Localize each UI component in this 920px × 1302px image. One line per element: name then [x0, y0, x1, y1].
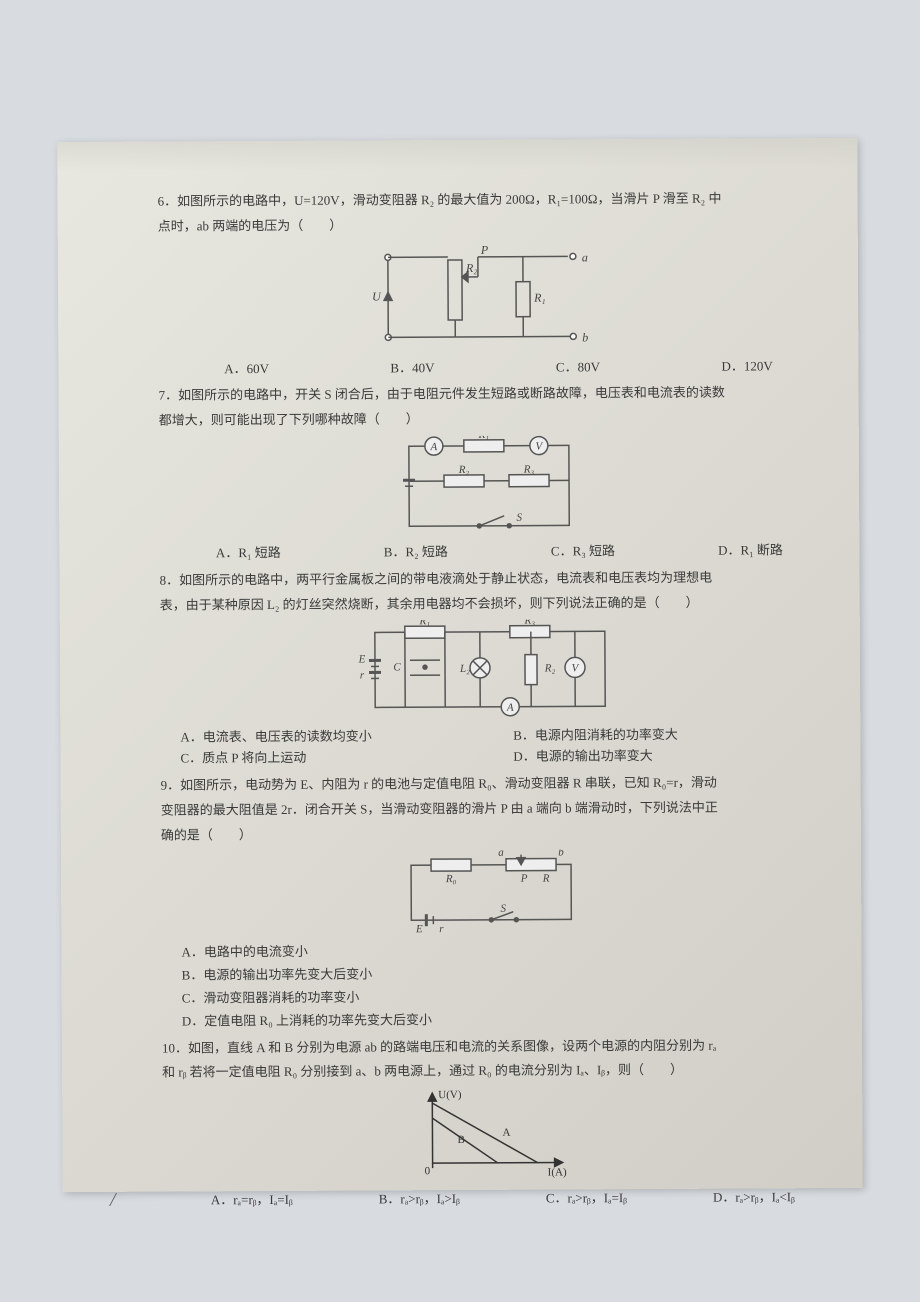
q10-optD: D．rₐ>rᵦ，Iₐ<Iᵦ: [713, 1187, 795, 1208]
q10-line1: 10．如图，直线 A 和 B 分别为电源 ab 的路端电压和电流的关系图像，设两…: [162, 1035, 822, 1059]
q7-circuit-svg: A R₁ V R₂ R₃ S: [379, 435, 600, 536]
q7-label-A: A: [429, 441, 437, 453]
q9-label-P: P: [520, 873, 528, 885]
question-10: 10．如图，直线 A 和 B 分别为电源 ab 的路端电压和电流的关系图像，设两…: [162, 1035, 823, 1212]
q8-diagram: E r C R₁ L₂ R₃ R₂ V A: [160, 618, 821, 721]
q7-optC: C．R₃ 短路: [551, 541, 615, 562]
q7-optA: A．R₁ 短路: [216, 543, 281, 564]
q10-label-O: 0: [425, 1165, 431, 1177]
q6-diagram: U R₂ P R₁ a b: [158, 240, 819, 353]
question-6: 6．如图所示的电路中，U=120V，滑动变阻器 R₂ 的最大值为 200Ω，R₁…: [158, 188, 819, 380]
q9-line3: 确的是（ ）: [161, 822, 821, 846]
q7-options: A．R₁ 短路 B．R₂ 短路 C．R₃ 短路 D．R₁ 断路: [179, 540, 819, 564]
q9-label-a: a: [498, 850, 504, 859]
q7-label-R1: R₁: [477, 435, 489, 441]
q10-label-B: B: [457, 1134, 464, 1146]
q10-optC: C．rₐ>rᵦ，Iₐ=Iᵦ: [546, 1188, 627, 1209]
q6-optD: D．120V: [721, 356, 772, 377]
q7-line1: 7．如图所示的电路中，开关 S 闭合后，由于电阻元件发生短路或断路故障，电压表和…: [159, 383, 819, 407]
q9-options: A．电路中的电流变小 B．电源的输出功率先变大后变小 C．滑动变阻器消耗的功率变…: [161, 939, 821, 1032]
q10-label-y: U(V): [438, 1089, 462, 1101]
q8-optA: A．电流表、电压表的读数均变小: [180, 726, 487, 748]
q6-optC: C．80V: [556, 357, 600, 378]
q9-optA: A．电路中的电流变小: [181, 939, 821, 963]
q10-optB: B．rₐ>rᵦ，Iₐ>Iᵦ: [379, 1189, 460, 1210]
q8-label-R2: R₂: [544, 663, 556, 675]
q8-line2: 表，由于某种原因 L₂ 的灯丝突然烧断，其余用电器均不会损坏，则下列说法正确的是…: [160, 592, 820, 616]
q9-line2: 变阻器的最大阻值是 2r．闭合开关 S，当滑动变阻器的滑片 P 由 a 端向 b…: [161, 797, 821, 821]
paper-edge: [57, 138, 857, 172]
q6-options: A．60V B．40V C．80V D．120V: [178, 356, 818, 380]
question-9: 9．如图所示，电动势为 E、内阻为 r 的电池与定值电阻 R₀、滑动变阻器 R …: [161, 772, 822, 1032]
q8-label-A: A: [506, 702, 514, 714]
q7-label-S: S: [516, 512, 522, 524]
q9-optB: B．电源的输出功率先变大后变小: [182, 962, 822, 986]
q9-label-E: E: [415, 924, 423, 936]
q8-label-L2: L₂: [459, 663, 470, 675]
q10-diagram: U(V) I(A) A B 0: [162, 1086, 822, 1184]
q9-line1: 9．如图所示，电动势为 E、内阻为 r 的电池与定值电阻 R₀、滑动变阻器 R …: [161, 772, 821, 796]
q9-label-R: R: [542, 873, 550, 885]
q8-optD: D．电源的输出功率变大: [513, 745, 820, 767]
q6-label-R1: R₁: [533, 290, 546, 304]
q10-options: A．rₐ=rᵦ，Iₐ=Iᵦ B．rₐ>rᵦ，Iₐ>Iᵦ C．rₐ>rᵦ，Iₐ=I…: [183, 1187, 823, 1211]
q10-graph-svg: U(V) I(A) A B 0: [402, 1088, 582, 1184]
q10-line2: 和 rᵦ 若将一定值电阻 R₀ 分别接到 a、b 两电源上，通过 R₀ 的电流分…: [162, 1059, 822, 1083]
q6-optB: B．40V: [390, 358, 434, 379]
q10-optA: A．rₐ=rᵦ，Iₐ=Iᵦ: [211, 1190, 293, 1211]
q8-line1: 8．如图所示的电路中，两平行金属板之间的带电液滴处于静止状态，电流表和电压表均为…: [160, 567, 820, 591]
q6-label-U: U: [372, 289, 382, 303]
q7-label-R2: R₂: [458, 464, 470, 476]
exam-page: 6．如图所示的电路中，U=120V，滑动变阻器 R₂ 的最大值为 200Ω，R₁…: [57, 138, 862, 1192]
q6-line2: 点时，ab 两端的电压为（ ）: [158, 213, 818, 237]
q6-optA: A．60V: [224, 359, 269, 380]
q8-circuit-svg: E r C R₁ L₂ R₃ R₂ V A: [350, 619, 631, 720]
q6-label-R2: R₂: [465, 260, 478, 274]
q9-optD: D．定值电阻 R₀ 上消耗的功率先变大后变小: [182, 1008, 822, 1032]
q8-options: A．电流表、电压表的读数均变小 C．质点 P 将向上运动 B．电源内阻消耗的功率…: [180, 724, 820, 769]
q7-diagram: A R₁ V R₂ R₃ S: [159, 434, 820, 537]
q9-label-b: b: [558, 850, 564, 859]
q7-optB: B．R₂ 短路: [384, 542, 448, 563]
q10-label-x: I(A): [548, 1167, 567, 1179]
q9-optC: C．滑动变阻器消耗的功率变小: [182, 985, 822, 1009]
q9-label-S: S: [500, 903, 506, 915]
q6-circuit-svg: U R₂ P R₁ a b: [358, 241, 619, 352]
q8-label-r: r: [360, 670, 365, 682]
q8-label-R3: R₃: [523, 619, 535, 627]
page-mark: /: [110, 1189, 116, 1212]
q9-label-R0: R₀: [445, 873, 457, 885]
q7-line2: 都增大，则可能出现了下列哪种故障（ ）: [159, 407, 819, 431]
q6-label-b: b: [582, 330, 588, 344]
q8-label-C: C: [393, 662, 401, 674]
q8-label-E: E: [358, 654, 366, 666]
q9-diagram: a b R₀ P R E r S: [161, 848, 821, 936]
q8-optC: C．质点 P 将向上运动: [180, 747, 487, 769]
q6-line1: 6．如图所示的电路中，U=120V，滑动变阻器 R₂ 的最大值为 200Ω，R₁…: [158, 188, 818, 212]
q10-label-A: A: [502, 1127, 510, 1139]
q7-optD: D．R₁ 断路: [718, 540, 783, 561]
q6-label-P: P: [480, 242, 489, 256]
question-8: 8．如图所示的电路中，两平行金属板之间的带电液滴处于静止状态，电流表和电压表均为…: [160, 567, 821, 770]
q9-label-r: r: [439, 923, 444, 935]
q6-label-a: a: [582, 250, 588, 264]
question-7: 7．如图所示的电路中，开关 S 闭合后，由于电阻元件发生短路或断路故障，电压表和…: [159, 383, 820, 565]
q7-label-R3: R₃: [523, 464, 535, 476]
q8-optB: B．电源内阻消耗的功率变大: [513, 724, 820, 746]
q9-circuit-svg: a b R₀ P R E r S: [391, 850, 591, 936]
q8-label-R1: R₁: [418, 619, 430, 627]
